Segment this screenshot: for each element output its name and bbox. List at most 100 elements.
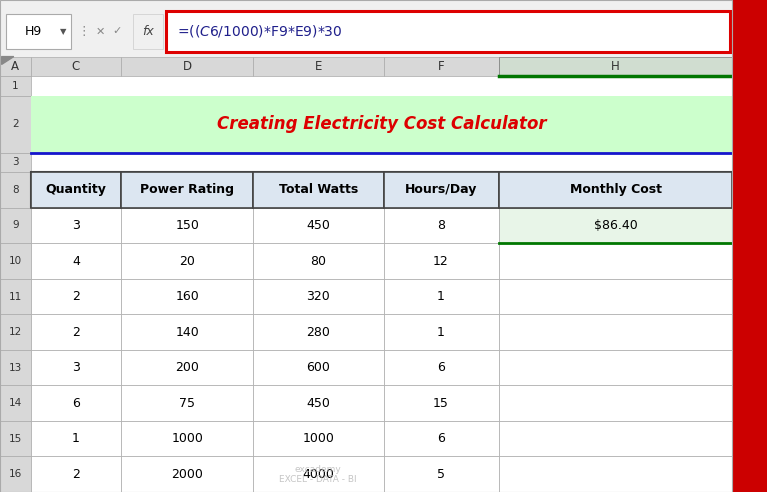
Text: 80: 80 — [311, 254, 326, 268]
Bar — [253, 457, 384, 492]
Bar — [31, 96, 732, 153]
Polygon shape — [2, 57, 14, 64]
Bar — [253, 350, 384, 385]
Text: 1: 1 — [72, 432, 80, 445]
Text: 6: 6 — [437, 432, 445, 445]
Text: 15: 15 — [433, 397, 449, 410]
Text: H: H — [611, 60, 620, 73]
Bar — [384, 350, 499, 385]
Text: 3: 3 — [12, 157, 18, 167]
Text: D: D — [183, 60, 192, 73]
Bar — [31, 350, 121, 385]
Text: 5: 5 — [437, 468, 445, 481]
Text: fx: fx — [142, 25, 154, 38]
Text: 10: 10 — [8, 256, 22, 266]
Bar — [121, 172, 253, 208]
Text: Quantity: Quantity — [45, 184, 107, 196]
Text: 1000: 1000 — [302, 432, 334, 445]
Bar — [253, 172, 384, 208]
Text: 8: 8 — [12, 185, 18, 195]
Text: 6: 6 — [437, 361, 445, 374]
Bar — [0, 279, 31, 314]
Text: 1: 1 — [437, 326, 445, 338]
Text: 320: 320 — [307, 290, 330, 303]
Bar — [121, 350, 253, 385]
Text: 200: 200 — [175, 361, 199, 374]
Bar — [253, 385, 384, 421]
Bar — [499, 243, 732, 279]
Bar — [121, 314, 253, 350]
Text: 13: 13 — [8, 363, 22, 372]
Bar — [31, 208, 121, 243]
Bar — [0, 0, 732, 7]
Bar — [0, 0, 732, 58]
Bar — [166, 11, 730, 52]
Text: H9: H9 — [25, 25, 42, 38]
Text: ✓: ✓ — [113, 27, 122, 36]
Bar — [121, 208, 253, 243]
Bar — [31, 314, 121, 350]
Bar — [0, 153, 31, 172]
Bar — [253, 208, 384, 243]
Text: 6: 6 — [72, 397, 80, 410]
Text: ✕: ✕ — [96, 27, 105, 36]
Bar — [499, 172, 732, 208]
Bar — [31, 76, 732, 96]
Bar — [384, 208, 499, 243]
Text: F: F — [438, 60, 444, 73]
Bar — [0, 76, 31, 96]
Bar — [0, 350, 31, 385]
Text: 2000: 2000 — [171, 468, 203, 481]
Text: 8: 8 — [437, 219, 445, 232]
Bar — [121, 385, 253, 421]
Polygon shape — [734, 213, 762, 238]
Text: 20: 20 — [179, 254, 195, 268]
Bar — [121, 457, 253, 492]
Text: 75: 75 — [179, 397, 195, 410]
Text: 1: 1 — [437, 290, 445, 303]
Bar — [121, 421, 253, 457]
Bar — [0, 314, 31, 350]
Text: Creating Electricity Cost Calculator: Creating Electricity Cost Calculator — [217, 115, 546, 133]
Bar — [384, 421, 499, 457]
Text: 2: 2 — [72, 468, 80, 481]
Text: 280: 280 — [306, 326, 331, 338]
Bar — [31, 172, 121, 208]
Bar — [0, 421, 31, 457]
Text: 1: 1 — [12, 81, 18, 91]
Bar — [31, 421, 121, 457]
Bar — [31, 57, 121, 76]
Bar — [31, 243, 121, 279]
Text: A: A — [12, 60, 19, 73]
Text: 2: 2 — [12, 119, 18, 129]
Bar — [253, 279, 384, 314]
Text: 160: 160 — [176, 290, 199, 303]
Bar — [384, 314, 499, 350]
Text: Power Rating: Power Rating — [140, 184, 234, 196]
Bar — [384, 57, 499, 76]
Bar — [499, 457, 732, 492]
Bar — [0, 385, 31, 421]
Bar — [0, 457, 31, 492]
Text: E: E — [314, 60, 322, 73]
Text: 15: 15 — [8, 434, 22, 444]
Text: 4000: 4000 — [302, 468, 334, 481]
Bar — [499, 421, 732, 457]
Text: 450: 450 — [306, 219, 331, 232]
Text: 600: 600 — [306, 361, 331, 374]
Text: 140: 140 — [176, 326, 199, 338]
Text: 11: 11 — [8, 292, 22, 302]
Bar — [0, 57, 31, 76]
Bar — [31, 172, 732, 208]
Text: 9: 9 — [12, 220, 18, 230]
Bar — [0, 208, 31, 243]
Text: 12: 12 — [8, 327, 22, 337]
Bar — [6, 14, 71, 49]
Text: 1000: 1000 — [171, 432, 203, 445]
Text: 2: 2 — [72, 326, 80, 338]
Bar — [499, 57, 732, 76]
Bar — [499, 208, 732, 243]
Bar — [121, 57, 253, 76]
Bar — [732, 0, 767, 492]
Bar — [384, 457, 499, 492]
